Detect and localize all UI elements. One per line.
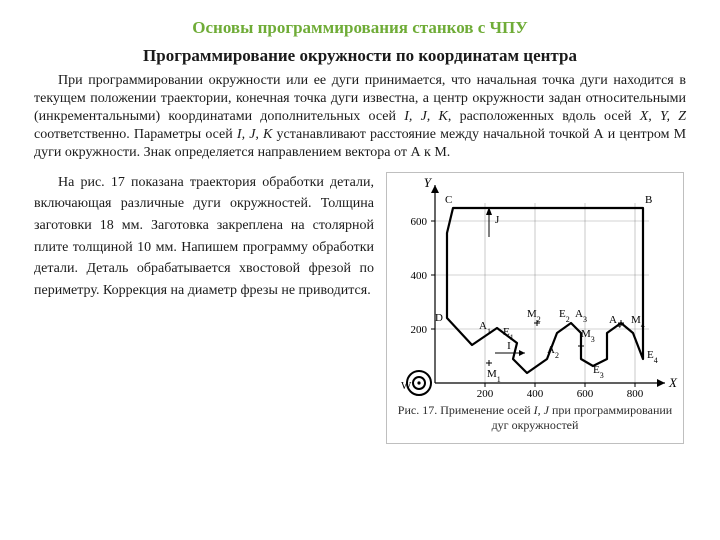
svg-text:B: B xyxy=(645,194,652,206)
figure-caption: Рис. 17. Применение осей I, J при програ… xyxy=(387,399,683,443)
intro-paragraph: При программировании окружности или ее д… xyxy=(34,72,686,162)
svg-text:400: 400 xyxy=(527,388,544,399)
svg-text:600: 600 xyxy=(411,216,428,228)
p1-axes-ijk: I, J, K xyxy=(404,109,448,124)
figure-svg: XY200400600800200400600WIJCBDA1E1M2A2E2A… xyxy=(387,173,683,399)
figure-17: XY200400600800200400600WIJCBDA1E1M2A2E2A… xyxy=(386,172,684,444)
page-super-title: Основы программирования станков с ЧПУ xyxy=(34,18,686,38)
p1-b: , расположенных вдоль осей xyxy=(448,109,640,124)
svg-text:200: 200 xyxy=(477,388,494,399)
svg-text:600: 600 xyxy=(577,388,594,399)
svg-text:E2: E2 xyxy=(559,308,570,324)
svg-text:W: W xyxy=(401,380,412,392)
svg-text:J: J xyxy=(495,214,500,226)
svg-text:M1: M1 xyxy=(487,368,501,384)
svg-text:E4: E4 xyxy=(647,349,658,365)
svg-text:E3: E3 xyxy=(593,364,604,380)
svg-text:X: X xyxy=(668,375,678,390)
svg-text:M2: M2 xyxy=(527,308,541,324)
svg-text:Y: Y xyxy=(424,175,433,190)
svg-text:D: D xyxy=(435,312,443,324)
p1-axes-xyz: X, Y, Z xyxy=(640,109,686,124)
svg-text:C: C xyxy=(445,194,452,206)
svg-text:I: I xyxy=(507,340,511,352)
p2-text: На рис. 17 показана траектория обработки… xyxy=(34,175,374,298)
svg-text:400: 400 xyxy=(411,270,428,282)
caption-axes: I, J xyxy=(534,403,549,417)
p1-axes-ijk-2: I, J, K xyxy=(237,127,273,142)
svg-text:800: 800 xyxy=(627,388,644,399)
page-subtitle: Программирование окружности по координат… xyxy=(34,46,686,66)
body-paragraph: На рис. 17 показана траектория обработки… xyxy=(34,172,374,302)
svg-text:M3: M3 xyxy=(581,328,595,344)
p1-c: соответственно. Параметры осей xyxy=(34,127,237,142)
caption-a: Рис. 17. Применение осей xyxy=(398,403,534,417)
svg-text:200: 200 xyxy=(411,324,428,336)
